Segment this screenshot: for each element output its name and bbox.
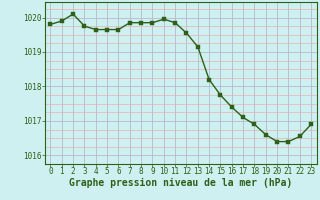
X-axis label: Graphe pression niveau de la mer (hPa): Graphe pression niveau de la mer (hPa) <box>69 178 292 188</box>
